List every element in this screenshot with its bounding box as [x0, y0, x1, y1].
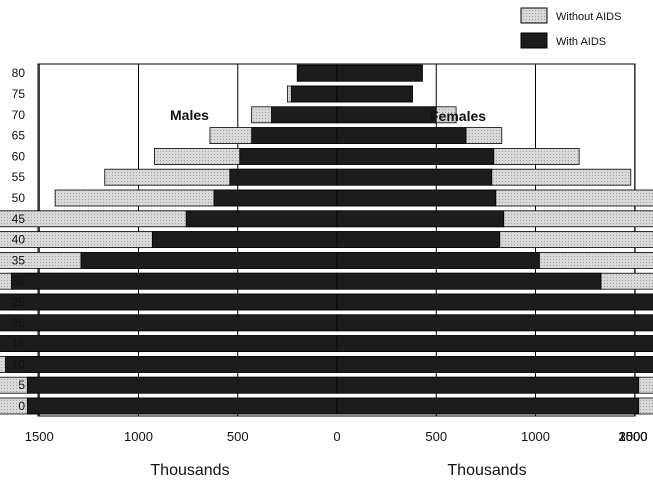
bar-male-with-aids — [0, 293, 338, 311]
y-tick-label: 45 — [12, 212, 26, 226]
y-tick-label: 5 — [18, 378, 25, 392]
bar-male-with-aids — [239, 147, 338, 165]
bar-female-with-aids — [336, 355, 653, 373]
bar-male-with-aids — [80, 251, 338, 269]
y-tick-label: 25 — [12, 295, 26, 309]
x-tick-label-left: 1500 — [25, 429, 54, 444]
legend-swatch-without-aids — [520, 7, 548, 24]
bar-female-with-aids — [336, 251, 540, 269]
bar-female-with-aids — [336, 85, 413, 103]
bar-female-with-aids — [336, 293, 653, 311]
y-tick-label: 10 — [12, 357, 26, 371]
bar-female-with-aids — [336, 106, 437, 124]
bar-female-with-aids — [336, 397, 640, 415]
bar-female-with-aids — [336, 189, 497, 207]
bar-male-with-aids — [251, 127, 338, 144]
bar-female-with-aids — [336, 147, 495, 165]
bar-female-with-aids — [336, 210, 505, 228]
bar-male-with-aids — [185, 210, 338, 228]
y-tick-label: 60 — [12, 149, 26, 163]
bar-male-with-aids — [0, 314, 338, 332]
bar-male-with-aids — [26, 376, 338, 394]
y-tick-label: 65 — [12, 129, 26, 143]
y-tick-label: 35 — [12, 253, 26, 267]
y-tick-label: 75 — [12, 87, 26, 101]
bar-female-with-aids — [336, 231, 501, 249]
x-tick-label-right: 500 — [425, 429, 447, 444]
y-tick-label: 20 — [12, 316, 26, 330]
bar-female-with-aids — [336, 64, 423, 82]
y-tick-label: 30 — [12, 274, 26, 288]
bar-female-with-aids — [336, 168, 493, 186]
bar-male-with-aids — [151, 231, 338, 249]
x-tick-label-right: 3000 — [619, 429, 648, 444]
x-axis-label-left: Thousands — [150, 462, 229, 479]
legend-label-without-aids: Without AIDS — [556, 11, 621, 23]
bars-group — [0, 64, 653, 415]
x-tick-label-right: 2500 — [619, 429, 648, 444]
bar-female-with-aids — [336, 127, 467, 144]
bar-male-with-aids — [290, 85, 338, 103]
y-tick-label: 40 — [12, 233, 26, 247]
males-label: Males — [170, 107, 209, 123]
y-axis-ticks: 0 5 10 15 20 25 30 35 40 45 50 55 60 65 70 75 80 — [12, 66, 26, 413]
y-tick-label: 70 — [12, 108, 26, 122]
bar-male-with-aids — [0, 335, 338, 353]
x-axis-ticks: 2500200015001000500050010001500200025003… — [25, 429, 648, 444]
bar-female-with-aids — [336, 314, 653, 332]
y-tick-label: 50 — [12, 191, 26, 205]
females-label: Females — [430, 108, 486, 124]
bar-male-with-aids — [296, 64, 338, 82]
y-tick-label: 15 — [12, 337, 26, 351]
bar-female-with-aids — [336, 272, 602, 290]
x-axis-label-right: Thousands — [447, 462, 526, 479]
x-tick-label-right: 1500 — [619, 429, 648, 444]
bar-male-with-aids — [213, 189, 338, 207]
x-tick-label-left: 0 — [333, 429, 340, 444]
bar-male-with-aids — [271, 106, 338, 124]
y-tick-label: 80 — [12, 66, 26, 80]
bar-male-with-aids — [11, 272, 338, 290]
bar-female-with-aids — [336, 376, 640, 394]
bar-male-with-aids — [229, 168, 338, 186]
legend-label-with-aids: With AIDS — [556, 36, 606, 48]
legend-swatch-with-aids — [520, 32, 548, 49]
x-tick-label-left: 500 — [227, 429, 249, 444]
bar-male-with-aids — [5, 355, 338, 373]
legend: Without AIDS With AIDS — [520, 7, 621, 49]
y-tick-label: 0 — [18, 399, 25, 413]
x-tick-label-right: 2000 — [619, 429, 648, 444]
x-tick-label-left: 1000 — [124, 429, 153, 444]
x-tick-label-right: 1000 — [521, 429, 550, 444]
y-tick-label: 55 — [12, 170, 26, 184]
bar-female-with-aids — [336, 335, 653, 353]
bar-male-with-aids — [26, 397, 338, 415]
